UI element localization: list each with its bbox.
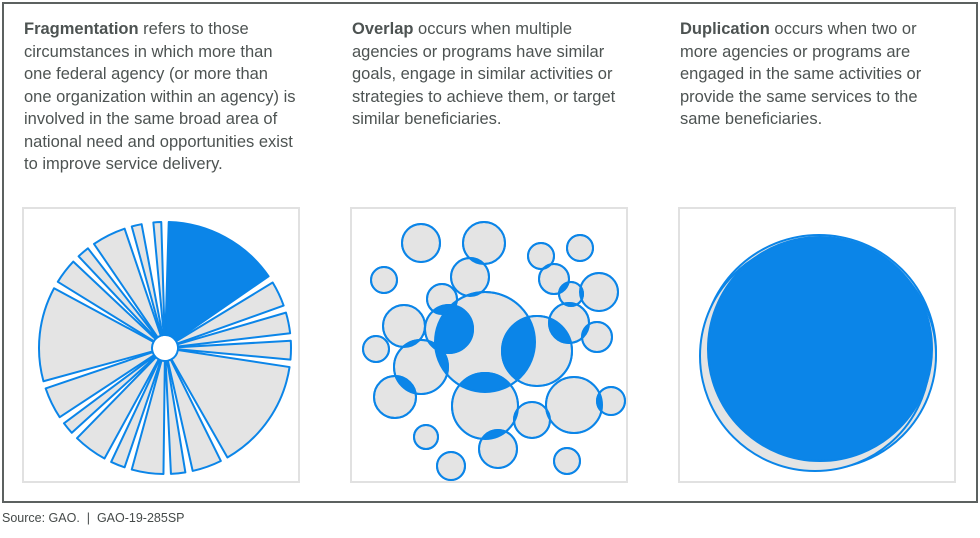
duplication-body: occurs when two or more agencies or prog…: [680, 20, 922, 128]
duplication-graphic: [678, 207, 956, 483]
figure-frame: Fragmentation refers to those circumstan…: [2, 2, 978, 503]
fragmentation-body: refers to those circumstances in which m…: [24, 20, 296, 173]
overlap-body: occurs when multiple agencies or program…: [352, 20, 616, 128]
fragmentation-graphic: [22, 207, 300, 483]
fragmentation-column: Fragmentation refers to those circumstan…: [22, 16, 300, 483]
overlap-column: Overlap occurs when multiple agencies or…: [350, 16, 628, 483]
duplication-term: Duplication: [680, 20, 770, 38]
duplication-column: Duplication occurs when two or more agen…: [678, 16, 956, 483]
duplication-definition: Duplication occurs when two or more agen…: [678, 16, 956, 207]
fragmentation-definition: Fragmentation refers to those circumstan…: [22, 16, 300, 207]
source-note: Source: GAO. | GAO-19-285SP: [2, 511, 185, 525]
overlap-definition: Overlap occurs when multiple agencies or…: [350, 16, 628, 207]
overlap-term: Overlap: [352, 20, 414, 38]
overlap-bubbles-svg: [362, 221, 626, 481]
columns-row: Fragmentation refers to those circumstan…: [4, 4, 976, 483]
exploded-pie-svg: [38, 221, 292, 475]
stacked-circles-svg: [699, 234, 937, 472]
overlap-graphic: [350, 207, 628, 483]
fragmentation-term: Fragmentation: [24, 20, 139, 38]
